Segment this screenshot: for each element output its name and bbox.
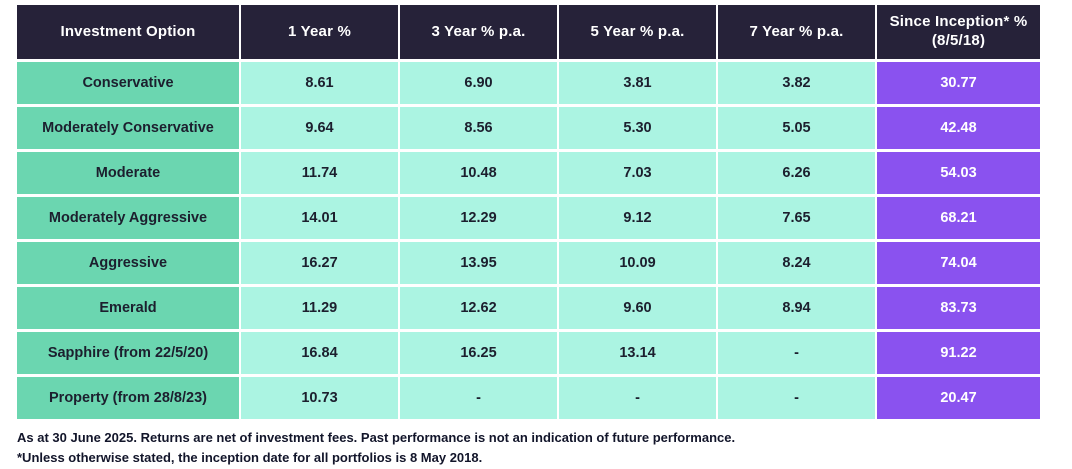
inception-value-cell: 83.73 bbox=[877, 287, 1040, 329]
inception-value-cell: 30.77 bbox=[877, 62, 1040, 104]
value-cell: 3.81 bbox=[559, 62, 716, 104]
row-label-moderately-conservative: Moderately Conservative bbox=[17, 107, 239, 149]
value-cell: - bbox=[400, 377, 557, 419]
header-label: Investment Option bbox=[60, 22, 196, 40]
value-cell: 8.56 bbox=[400, 107, 557, 149]
value-cell: 10.09 bbox=[559, 242, 716, 284]
row-label-moderate: Moderate bbox=[17, 152, 239, 194]
header-label: Since Inception* % (8/5/18) bbox=[890, 13, 1028, 51]
header-cell-investment-option: Investment Option bbox=[17, 5, 239, 59]
value-cell: 16.25 bbox=[400, 332, 557, 374]
value-cell: 8.94 bbox=[718, 287, 875, 329]
value-cell: 11.29 bbox=[241, 287, 398, 329]
header-cell-7-year: 7 Year % p.a. bbox=[718, 5, 875, 59]
footnotes: As at 30 June 2025. Returns are net of i… bbox=[17, 428, 1072, 467]
value-cell: - bbox=[718, 377, 875, 419]
row-label-emerald: Emerald bbox=[17, 287, 239, 329]
performance-table: Investment Option 1 Year % 3 Year % p.a.… bbox=[17, 5, 1040, 419]
value-cell: 3.82 bbox=[718, 62, 875, 104]
value-cell: 9.64 bbox=[241, 107, 398, 149]
value-cell: 9.60 bbox=[559, 287, 716, 329]
header-since-inception-line2: (8/5/18) bbox=[931, 32, 986, 49]
value-cell: 5.05 bbox=[718, 107, 875, 149]
inception-value-cell: 68.21 bbox=[877, 197, 1040, 239]
value-cell: 9.12 bbox=[559, 197, 716, 239]
value-cell: 16.84 bbox=[241, 332, 398, 374]
row-label-sapphire: Sapphire (from 22/5/20) bbox=[17, 332, 239, 374]
value-cell: 16.27 bbox=[241, 242, 398, 284]
footnote-as-at-date: As at 30 June 2025. Returns are net of i… bbox=[17, 430, 736, 445]
value-cell: 10.73 bbox=[241, 377, 398, 419]
inception-value-cell: 42.48 bbox=[877, 107, 1040, 149]
row-label-property: Property (from 28/8/23) bbox=[17, 377, 239, 419]
inception-value-cell: 74.04 bbox=[877, 242, 1040, 284]
value-cell: 6.26 bbox=[718, 152, 875, 194]
value-cell: - bbox=[559, 377, 716, 419]
value-cell: 5.30 bbox=[559, 107, 716, 149]
header-cell-1-year: 1 Year % bbox=[241, 5, 398, 59]
header-label: 7 Year % p.a. bbox=[749, 22, 844, 40]
value-cell: - bbox=[718, 332, 875, 374]
header-cell-5-year: 5 Year % p.a. bbox=[559, 5, 716, 59]
value-cell: 8.24 bbox=[718, 242, 875, 284]
header-since-inception-line1: Since Inception* % bbox=[889, 13, 1028, 31]
value-cell: 7.65 bbox=[718, 197, 875, 239]
header-cell-3-year: 3 Year % p.a. bbox=[400, 5, 557, 59]
header-cell-since-inception: Since Inception* % (8/5/18) bbox=[877, 5, 1040, 59]
inception-value-cell: 91.22 bbox=[877, 332, 1040, 374]
value-cell: 8.61 bbox=[241, 62, 398, 104]
value-cell: 7.03 bbox=[559, 152, 716, 194]
value-cell: 11.74 bbox=[241, 152, 398, 194]
row-label-aggressive: Aggressive bbox=[17, 242, 239, 284]
value-cell: 12.62 bbox=[400, 287, 557, 329]
header-label: 5 Year % p.a. bbox=[590, 22, 685, 40]
value-cell: 13.95 bbox=[400, 242, 557, 284]
footnote-inception-note: *Unless otherwise stated, the inception … bbox=[17, 449, 483, 465]
row-label-moderately-aggressive: Moderately Aggressive bbox=[17, 197, 239, 239]
inception-value-cell: 54.03 bbox=[877, 152, 1040, 194]
value-cell: 10.48 bbox=[400, 152, 557, 194]
value-cell: 12.29 bbox=[400, 197, 557, 239]
row-label-conservative: Conservative bbox=[17, 62, 239, 104]
header-label: 3 Year % p.a. bbox=[431, 22, 526, 40]
value-cell: 6.90 bbox=[400, 62, 557, 104]
inception-value-cell: 20.47 bbox=[877, 377, 1040, 419]
value-cell: 14.01 bbox=[241, 197, 398, 239]
header-label: 1 Year % bbox=[287, 22, 352, 40]
value-cell: 13.14 bbox=[559, 332, 716, 374]
